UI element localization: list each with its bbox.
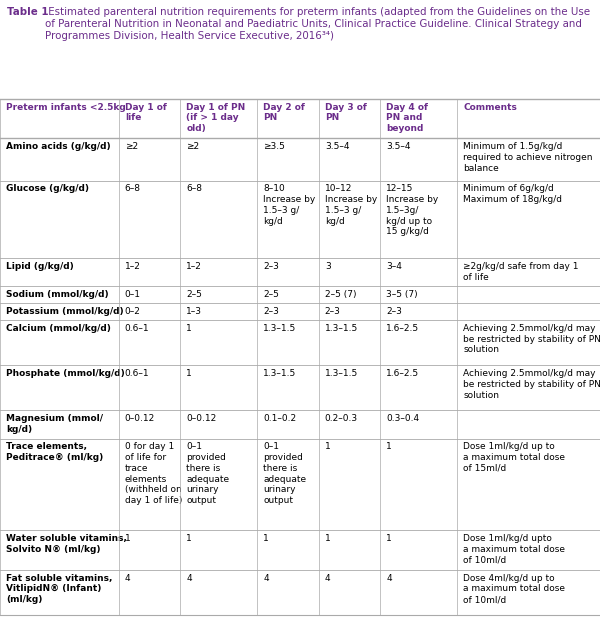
Text: 2–5: 2–5: [263, 290, 279, 299]
Text: 3.5–4: 3.5–4: [386, 142, 411, 151]
Text: 1: 1: [187, 324, 192, 333]
Text: 1.3–1.5: 1.3–1.5: [263, 369, 296, 378]
Text: 8–10
Increase by
1.5–3 g/
kg/d: 8–10 Increase by 1.5–3 g/ kg/d: [263, 184, 316, 226]
Text: 0.2–0.3: 0.2–0.3: [325, 414, 358, 423]
Text: Calcium (mmol/kg/d): Calcium (mmol/kg/d): [6, 324, 111, 333]
Text: 1.3–1.5: 1.3–1.5: [325, 324, 358, 333]
Text: 4: 4: [325, 574, 331, 583]
Text: Sodium (mmol/kg/d): Sodium (mmol/kg/d): [6, 290, 109, 299]
Text: 1.6–2.5: 1.6–2.5: [386, 324, 419, 333]
Text: 2–5 (7): 2–5 (7): [325, 290, 356, 299]
Text: 10–12
Increase by
1.5–3 g/
kg/d: 10–12 Increase by 1.5–3 g/ kg/d: [325, 184, 377, 226]
Text: ≥2: ≥2: [187, 142, 200, 151]
Text: 3.5–4: 3.5–4: [325, 142, 349, 151]
Text: Day 1 of PN
(if > 1 day
old): Day 1 of PN (if > 1 day old): [187, 103, 246, 133]
Text: ≥3.5: ≥3.5: [263, 142, 285, 151]
Text: 4: 4: [187, 574, 192, 583]
Text: Day 4 of
PN and
beyond: Day 4 of PN and beyond: [386, 103, 428, 133]
Text: 1: 1: [386, 534, 392, 543]
Text: 2–5: 2–5: [187, 290, 202, 299]
Text: 0–1: 0–1: [125, 290, 141, 299]
Text: 1.6–2.5: 1.6–2.5: [386, 369, 419, 378]
Text: 4: 4: [386, 574, 392, 583]
Text: 1: 1: [263, 534, 269, 543]
Text: 0–0.12: 0–0.12: [187, 414, 217, 423]
Text: 1–2: 1–2: [125, 262, 140, 271]
Text: Minimum of 6g/kg/d
Maximum of 18g/kg/d: Minimum of 6g/kg/d Maximum of 18g/kg/d: [463, 184, 562, 204]
Text: Amino acids (g/kg/d): Amino acids (g/kg/d): [6, 142, 110, 151]
Text: 2–3: 2–3: [325, 307, 341, 316]
Text: ≥2g/kg/d safe from day 1
of life: ≥2g/kg/d safe from day 1 of life: [463, 262, 578, 282]
Text: Day 2 of
PN: Day 2 of PN: [263, 103, 305, 122]
Text: 1: 1: [187, 534, 192, 543]
Text: Achieving 2.5mmol/kg/d may
be restricted by stability of PN
solution: Achieving 2.5mmol/kg/d may be restricted…: [463, 324, 600, 355]
Text: 1: 1: [187, 369, 192, 378]
Text: 1: 1: [325, 534, 331, 543]
Text: 4: 4: [125, 574, 130, 583]
Text: Estimated parenteral nutrition requirements for preterm infants (adapted from th: Estimated parenteral nutrition requireme…: [45, 7, 590, 41]
Text: 1.3–1.5: 1.3–1.5: [325, 369, 358, 378]
Text: 0.1–0.2: 0.1–0.2: [263, 414, 296, 423]
Text: 6–8: 6–8: [125, 184, 141, 193]
Text: 6–8: 6–8: [187, 184, 202, 193]
Text: Water soluble vitamins,
Solvito N® (ml/kg): Water soluble vitamins, Solvito N® (ml/k…: [6, 534, 127, 554]
Text: 2–3: 2–3: [263, 262, 279, 271]
Text: Dose 1ml/kg/d up to
a maximum total dose
of 15ml/d: Dose 1ml/kg/d up to a maximum total dose…: [463, 442, 565, 473]
Text: Lipid (g/kg/d): Lipid (g/kg/d): [6, 262, 74, 271]
Text: Magnesium (mmol/
kg/d): Magnesium (mmol/ kg/d): [6, 414, 103, 434]
Text: Day 3 of
PN: Day 3 of PN: [325, 103, 367, 122]
Text: 1–3: 1–3: [187, 307, 202, 316]
Text: 2–3: 2–3: [263, 307, 279, 316]
Text: 1: 1: [125, 534, 131, 543]
Text: Preterm infants <2.5kg: Preterm infants <2.5kg: [6, 103, 126, 112]
Text: 1: 1: [386, 442, 392, 451]
Text: 2–3: 2–3: [386, 307, 403, 316]
Text: 1.3–1.5: 1.3–1.5: [263, 324, 296, 333]
Text: 0.3–0.4: 0.3–0.4: [386, 414, 419, 423]
Text: 3: 3: [325, 262, 331, 271]
Text: 0–1
provided
there is
adequate
urinary
output: 0–1 provided there is adequate urinary o…: [263, 442, 306, 505]
Text: 0–1
provided
there is
adequate
urinary
output: 0–1 provided there is adequate urinary o…: [187, 442, 230, 505]
Text: Fat soluble vitamins,
VitlipidN® (Infant)
(ml/kg): Fat soluble vitamins, VitlipidN® (Infant…: [6, 574, 112, 604]
Text: 0 for day 1
of life for
trace
elements
(withheld on
day 1 of life): 0 for day 1 of life for trace elements (…: [125, 442, 182, 505]
Text: Table 1: Table 1: [7, 7, 49, 17]
Text: 0–2: 0–2: [125, 307, 140, 316]
Text: Day 1 of
life: Day 1 of life: [125, 103, 167, 122]
Text: 0.6–1: 0.6–1: [125, 324, 149, 333]
Text: Minimum of 1.5g/kg/d
required to achieve nitrogen
balance: Minimum of 1.5g/kg/d required to achieve…: [463, 142, 593, 172]
Text: Comments: Comments: [463, 103, 517, 112]
Text: 12–15
Increase by
1.5–3g/
kg/d up to
15 g/kg/d: 12–15 Increase by 1.5–3g/ kg/d up to 15 …: [386, 184, 439, 236]
Text: 1–2: 1–2: [187, 262, 202, 271]
Text: 1: 1: [325, 442, 331, 451]
Text: Trace elements,
Peditrace® (ml/kg): Trace elements, Peditrace® (ml/kg): [6, 442, 103, 462]
Text: 3–4: 3–4: [386, 262, 403, 271]
Text: Potassium (mmol/kg/d): Potassium (mmol/kg/d): [6, 307, 124, 316]
Text: 3–5 (7): 3–5 (7): [386, 290, 418, 299]
Text: Glucose (g/kg/d): Glucose (g/kg/d): [6, 184, 89, 193]
Text: Dose 1ml/kg/d upto
a maximum total dose
of 10ml/d: Dose 1ml/kg/d upto a maximum total dose …: [463, 534, 565, 564]
Text: Achieving 2.5mmol/kg/d may
be restricted by stability of PN
solution: Achieving 2.5mmol/kg/d may be restricted…: [463, 369, 600, 400]
Text: Phosphate (mmol/kg/d): Phosphate (mmol/kg/d): [6, 369, 125, 378]
Text: 0–0.12: 0–0.12: [125, 414, 155, 423]
Text: 0.6–1: 0.6–1: [125, 369, 149, 378]
Text: 4: 4: [263, 574, 269, 583]
Text: Dose 4ml/kg/d up to
a maximum total dose
of 10ml/d: Dose 4ml/kg/d up to a maximum total dose…: [463, 574, 565, 604]
Text: ≥2: ≥2: [125, 142, 138, 151]
